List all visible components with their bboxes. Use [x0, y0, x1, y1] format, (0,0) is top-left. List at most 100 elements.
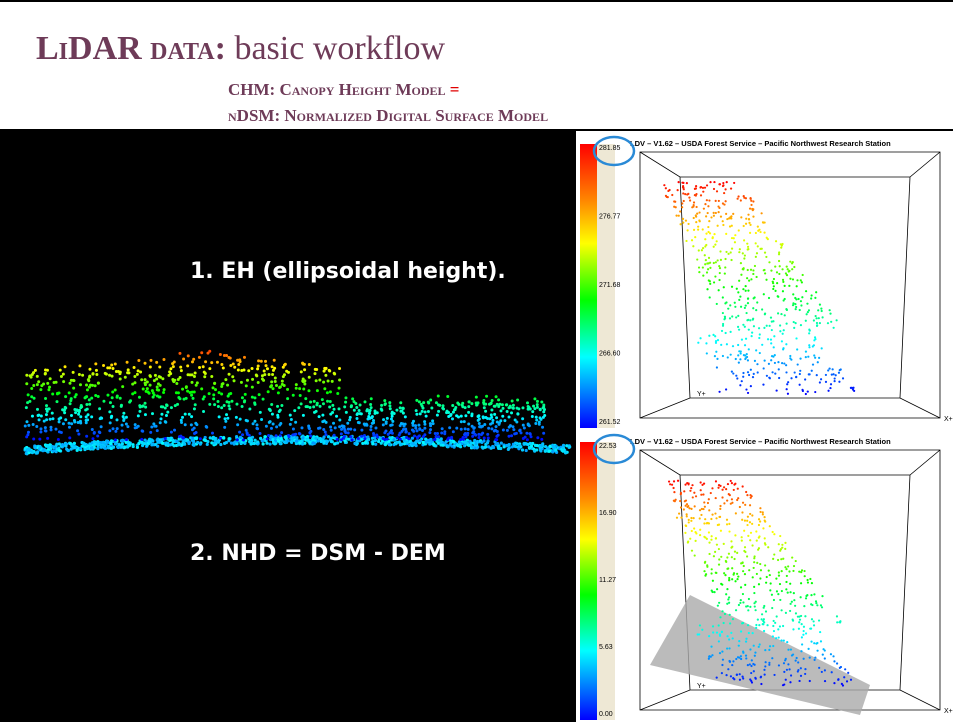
point [83, 448, 86, 451]
point [800, 615, 802, 617]
point [754, 265, 756, 267]
point [721, 651, 723, 653]
point [803, 630, 805, 632]
point [62, 422, 65, 425]
point [348, 418, 351, 421]
point [311, 438, 314, 441]
point [730, 632, 732, 634]
point [415, 440, 418, 443]
point [721, 489, 723, 491]
point [140, 438, 143, 441]
point [126, 445, 129, 448]
point [804, 668, 806, 670]
point [173, 429, 176, 432]
point [509, 405, 512, 408]
point [395, 409, 398, 412]
point [351, 438, 354, 441]
point [385, 422, 388, 425]
point [239, 360, 242, 363]
point [782, 333, 784, 335]
point [749, 319, 751, 321]
point [251, 378, 254, 381]
point [377, 440, 380, 443]
point [372, 419, 375, 422]
point [340, 438, 343, 441]
point [785, 581, 787, 583]
point [738, 640, 740, 642]
point [775, 240, 777, 242]
point [737, 488, 739, 490]
point [728, 602, 730, 604]
point [693, 217, 695, 219]
point [687, 541, 689, 543]
point [707, 226, 709, 228]
point [286, 397, 289, 400]
point [260, 418, 263, 421]
point [748, 280, 750, 282]
point [725, 488, 727, 490]
point [286, 388, 289, 391]
point [307, 389, 310, 392]
point [35, 425, 38, 428]
point [136, 373, 139, 376]
point [62, 409, 65, 412]
point [817, 309, 819, 311]
point [109, 421, 112, 424]
point [809, 578, 811, 580]
point [779, 599, 781, 601]
point [229, 364, 232, 367]
point [75, 408, 78, 411]
point [375, 434, 378, 437]
point [322, 381, 325, 384]
point [793, 266, 795, 268]
point [275, 425, 278, 428]
point [700, 494, 702, 496]
point [349, 435, 352, 438]
point [784, 659, 786, 661]
point [79, 383, 82, 386]
point [399, 443, 402, 446]
point [421, 410, 424, 413]
point [747, 664, 749, 666]
point [805, 597, 807, 599]
point [483, 406, 486, 409]
point [357, 421, 360, 424]
point [807, 581, 809, 583]
point [704, 254, 706, 256]
point [292, 428, 295, 431]
point [789, 278, 791, 280]
point [341, 424, 344, 427]
point [287, 434, 290, 437]
point [300, 440, 303, 443]
point [811, 604, 813, 606]
point [490, 408, 493, 411]
point [729, 494, 731, 496]
point [77, 421, 80, 424]
step-label: 2. NHD = DSM - DEM [190, 541, 446, 566]
point [779, 265, 781, 267]
point [756, 540, 758, 542]
point [791, 556, 793, 558]
point [318, 415, 321, 418]
point [86, 388, 89, 391]
point [743, 257, 745, 259]
point [528, 447, 531, 450]
point [747, 624, 749, 626]
point [733, 489, 735, 491]
point [836, 319, 838, 321]
point [679, 210, 681, 212]
point [734, 234, 736, 236]
point [792, 628, 794, 630]
point [701, 249, 703, 251]
point [784, 285, 786, 287]
point [170, 406, 173, 409]
point [781, 609, 783, 611]
point [721, 664, 723, 666]
point [716, 677, 718, 679]
point [695, 214, 697, 216]
point [742, 570, 744, 572]
point [497, 434, 500, 437]
point [536, 406, 539, 409]
point [302, 414, 305, 417]
point [711, 487, 713, 489]
